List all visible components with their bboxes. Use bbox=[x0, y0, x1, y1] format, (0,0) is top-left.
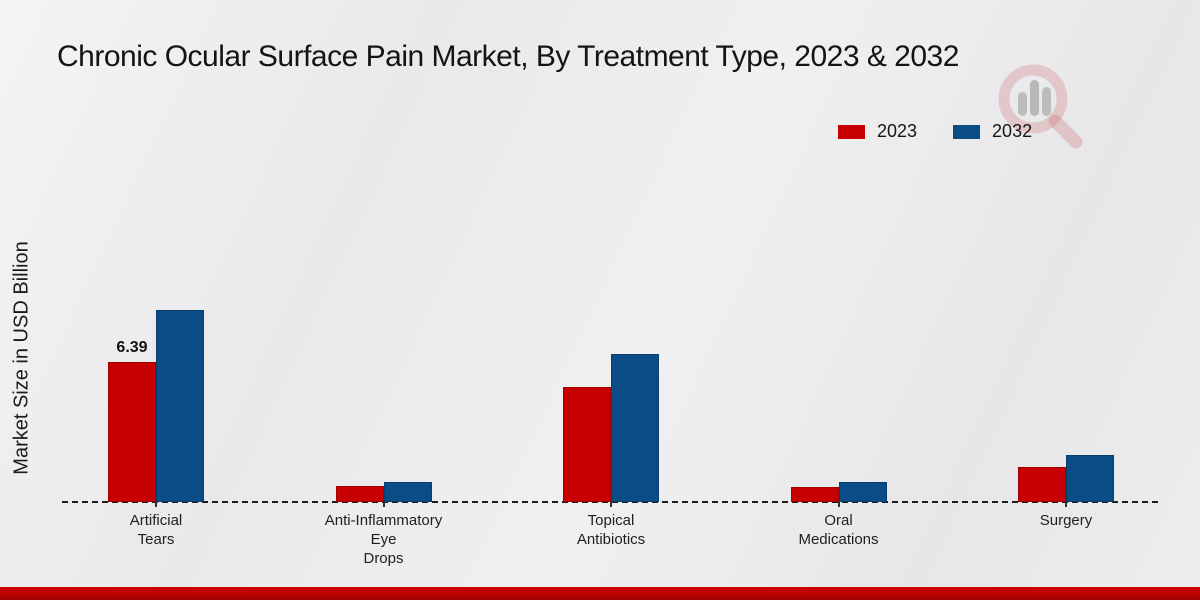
bar-value-label: 6.39 bbox=[116, 339, 148, 356]
legend-swatch-2032 bbox=[953, 124, 981, 139]
bar-2023-artificial-tears bbox=[108, 362, 156, 502]
category-label: Anti-Inflammatory Eye Drops bbox=[324, 512, 443, 567]
bar-2032-anti-inflammatory-eye-drops bbox=[383, 482, 432, 502]
bar-2023-surgery bbox=[1018, 467, 1066, 502]
chart-legend: 2023 2032 bbox=[838, 121, 1032, 142]
bar-2032-artificial-tears bbox=[156, 310, 204, 502]
legend-label-2023: 2023 bbox=[877, 121, 918, 141]
x-axis-tick bbox=[155, 502, 157, 507]
legend-item-2023: 2023 bbox=[838, 121, 917, 142]
plot-area: Artificial Tears Anti-Inflammatory Eye Dr… bbox=[62, 160, 1158, 567]
x-axis-tick bbox=[610, 502, 612, 507]
legend-item-2032: 2032 bbox=[953, 121, 1032, 142]
category-label: Oral Medications bbox=[798, 512, 879, 548]
category-label: Topical Antibiotics bbox=[576, 512, 646, 548]
x-axis-tick bbox=[1065, 502, 1067, 507]
bar-2032-oral-medications bbox=[838, 482, 887, 502]
bar-2032-surgery bbox=[1066, 455, 1114, 502]
x-axis-tick bbox=[837, 502, 840, 507]
bar-2032-topical-antibiotics bbox=[611, 354, 659, 502]
bar-2023-oral-medications bbox=[790, 487, 839, 502]
legend-swatch-2023 bbox=[838, 124, 865, 139]
chart-title: Chronic Ocular Surface Pain Market, By T… bbox=[57, 40, 959, 73]
bar-2023-anti-inflammatory-eye-drops bbox=[335, 486, 384, 502]
footer-accent-band bbox=[0, 587, 1200, 600]
legend-label-2032: 2032 bbox=[992, 121, 1033, 141]
category-label: Artificial Tears bbox=[129, 512, 183, 548]
x-axis-tick bbox=[382, 502, 385, 507]
category-label: Surgery bbox=[1039, 512, 1093, 529]
y-axis-label: Market Size in USD Billion bbox=[10, 241, 33, 475]
bar-2023-topical-antibiotics bbox=[563, 387, 611, 502]
